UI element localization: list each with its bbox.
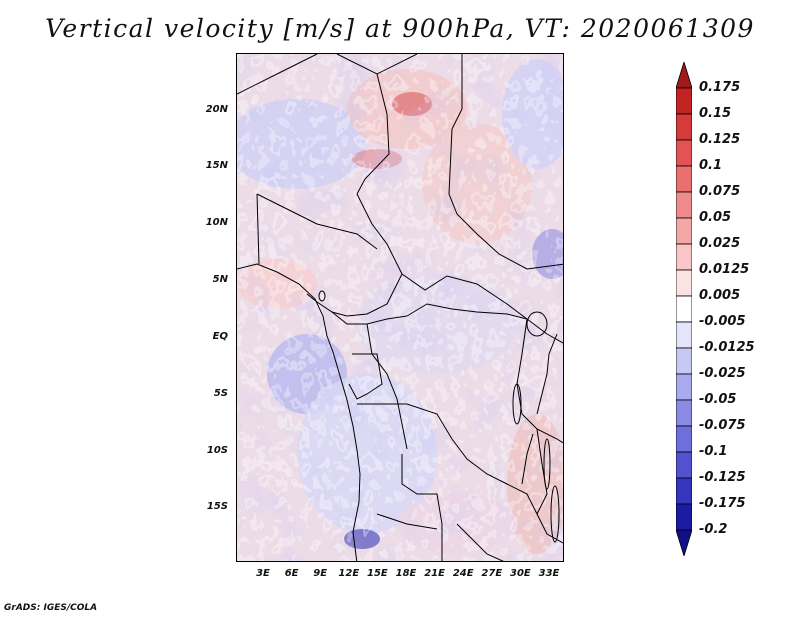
colorbar-label: -0.075 — [699, 418, 746, 433]
colorbar-swatch — [676, 269, 692, 297]
lon-label: 3E — [256, 568, 270, 579]
colorbar-label: -0.005 — [699, 314, 746, 329]
colorbar-swatch — [676, 347, 692, 375]
colorbar-swatch — [676, 503, 692, 531]
colorbar-swatch — [676, 62, 692, 89]
colorbar-label: 0.005 — [699, 288, 741, 303]
lon-label: 18E — [395, 568, 417, 579]
colorbar-label: 0.025 — [699, 236, 741, 251]
lat-label: EQ — [212, 331, 228, 342]
colorbar-swatch — [676, 451, 692, 479]
colorbar-swatch — [676, 321, 692, 349]
colorbar-label: -0.0125 — [699, 340, 755, 355]
colorbar-swatch — [676, 425, 692, 453]
lat-label: 15S — [206, 501, 228, 512]
lon-label: 6E — [284, 568, 299, 579]
lon-label: 12E — [338, 568, 360, 579]
grads-credit: GrADS: IGES/COLA — [4, 603, 98, 613]
colorbar-label: 0.0125 — [699, 262, 750, 277]
lon-label: 30E — [510, 568, 531, 579]
colorbar-swatch — [676, 399, 692, 427]
colorbar-swatch — [676, 243, 692, 271]
colorbar — [676, 62, 692, 556]
lon-label: 15E — [367, 568, 388, 579]
colorbar-swatch — [676, 113, 692, 141]
colorbar-swatch — [676, 295, 692, 323]
lat-label: 10S — [206, 445, 228, 456]
colorbar-label: -0.125 — [699, 470, 746, 485]
lon-label: 21E — [424, 568, 445, 579]
vertical-velocity-field — [237, 54, 563, 561]
lakes — [318, 290, 560, 543]
colorbar-label: 0.075 — [699, 184, 741, 199]
colorbar-swatch — [676, 217, 692, 245]
colorbar-swatch — [676, 529, 692, 556]
colorbar-label: 0.125 — [699, 132, 741, 147]
colorbar-swatch — [676, 165, 692, 193]
lat-label: 5S — [213, 388, 228, 399]
lon-label: 33E — [538, 568, 560, 579]
colorbar-label: -0.025 — [699, 366, 746, 381]
chart-title: Vertical velocity [m/s] at 900hPa, VT: 2… — [45, 14, 755, 43]
lon-label: 9E — [313, 568, 328, 579]
lat-label: 15N — [205, 160, 228, 171]
lon-label: 24E — [452, 568, 474, 579]
coastline — [237, 263, 361, 561]
colorbar-swatch — [676, 191, 692, 219]
colorbar-label: -0.175 — [699, 496, 746, 511]
colorbar-label: -0.05 — [699, 392, 737, 407]
lat-label: 5N — [212, 274, 228, 285]
colorbar-swatch — [676, 87, 692, 115]
colorbar-label: 0.175 — [699, 80, 741, 95]
colorbar-swatch — [676, 373, 692, 401]
colorbar-swatch — [676, 139, 692, 167]
colorbar-label: -0.1 — [699, 444, 728, 459]
lat-label: 20N — [205, 104, 228, 115]
lon-label: 27E — [481, 568, 503, 579]
map-panel — [236, 53, 564, 562]
colorbar-label: 0.15 — [699, 106, 732, 121]
colorbar-swatch — [676, 477, 692, 505]
colorbar-label: 0.1 — [699, 158, 723, 173]
lat-label: 10N — [205, 217, 228, 228]
colorbar-label: 0.05 — [699, 210, 732, 225]
country-borders — [237, 54, 563, 561]
colorbar-label: -0.2 — [699, 522, 728, 537]
